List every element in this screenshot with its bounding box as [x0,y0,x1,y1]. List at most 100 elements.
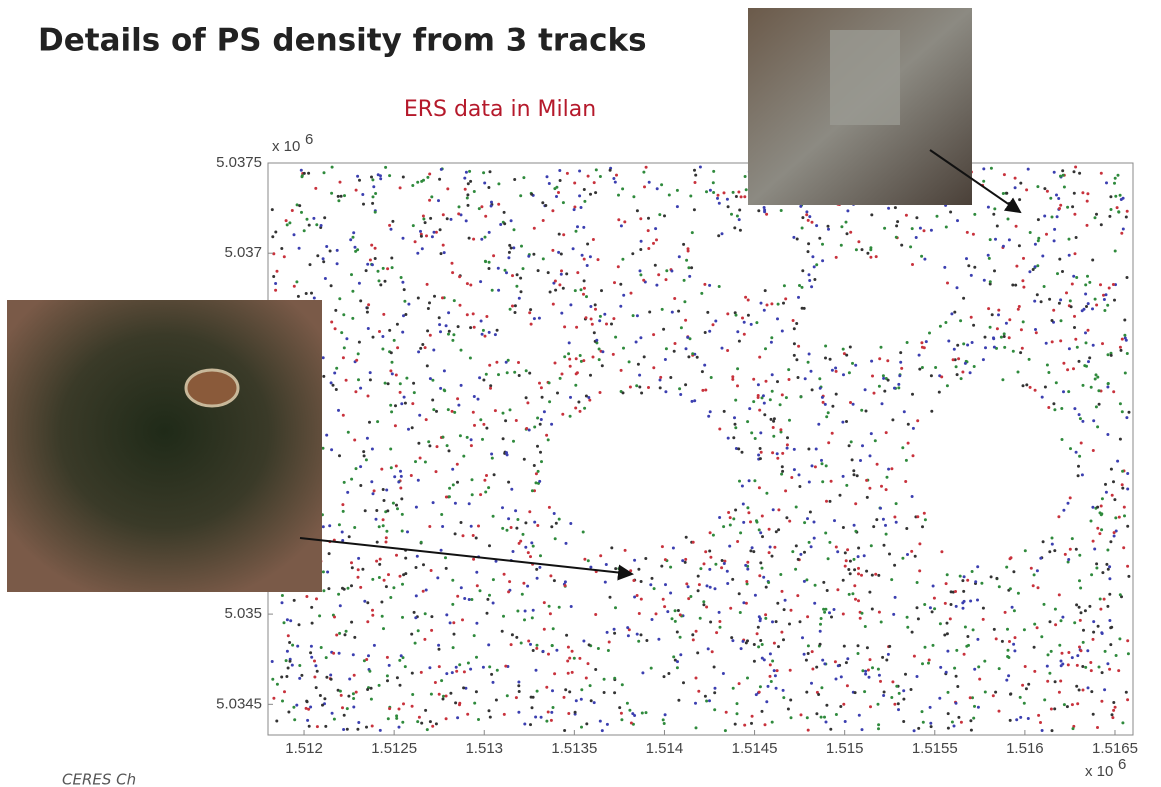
ps-point [879,507,882,510]
ps-point [771,620,774,623]
ps-point [372,336,375,339]
ps-point [936,215,939,218]
ps-point [671,617,674,620]
ps-point [843,645,846,648]
ps-point [939,325,942,328]
ps-point [923,512,926,515]
ps-point [747,511,750,514]
ps-point [772,426,775,429]
ps-point [854,598,857,601]
ps-point [1096,376,1099,379]
ps-point [445,672,448,675]
ps-point [1052,402,1055,405]
ps-point [307,172,310,175]
ps-point [614,567,617,570]
ps-point [1007,674,1010,677]
ps-point [571,650,574,653]
ps-point [322,356,325,359]
ps-point [1092,620,1095,623]
ps-point [990,575,993,578]
ps-point [961,371,964,374]
ps-point [442,695,445,698]
ps-point [371,609,374,612]
ps-point [492,681,495,684]
ps-point [614,606,617,609]
ps-point [1084,609,1087,612]
ps-point [315,597,318,600]
ps-point [576,271,579,274]
ps-point [619,283,622,286]
ps-point [960,721,963,724]
ps-point [993,346,996,349]
ps-point [412,224,415,227]
ps-point [1007,218,1010,221]
ps-point [1087,686,1090,689]
ps-point [718,620,721,623]
ps-point [1036,185,1039,188]
ps-point [445,324,448,327]
ps-point [940,375,943,378]
ps-point [760,302,763,305]
ps-point [797,558,800,561]
ps-point [516,518,519,521]
ps-point [887,379,890,382]
ps-point [984,691,987,694]
ps-point [621,258,624,261]
ps-point [884,524,887,527]
ps-point [897,708,900,711]
ps-point [371,578,374,581]
ps-point [301,174,304,177]
ps-point [696,651,699,654]
ps-point [359,586,362,589]
ps-point [1076,702,1079,705]
ps-point [564,688,567,691]
ps-point [1114,177,1117,180]
ps-point [322,257,325,260]
ps-point [742,521,745,524]
ps-point [744,564,747,567]
ps-point [994,691,997,694]
ps-point [882,374,885,377]
ps-point [430,195,433,198]
ps-point [892,613,895,616]
ps-point [414,460,417,463]
ps-point [965,645,968,648]
ps-point [1019,182,1022,185]
ps-point [759,639,762,642]
ps-point [1034,243,1037,246]
ps-point [765,586,768,589]
ps-point [962,297,965,300]
ps-point [798,284,801,287]
ps-point [885,533,888,536]
ps-point [723,410,726,413]
ps-point [736,367,739,370]
ps-point [366,688,369,691]
ps-point [554,362,557,365]
ps-point [1117,669,1120,672]
ps-point [393,475,396,478]
ps-point [562,233,565,236]
ps-point [568,690,571,693]
ps-point [1123,319,1126,322]
ps-point [534,716,537,719]
ps-point [987,254,990,257]
ps-point [1022,257,1025,260]
ps-point [1033,646,1036,649]
ps-point [497,373,500,376]
ps-point [763,658,766,661]
ps-point [379,729,382,732]
ps-point [754,437,757,440]
ps-point [970,729,973,732]
ps-point [1008,640,1011,643]
ps-point [524,610,527,613]
ps-point [477,525,480,528]
ps-point [585,295,588,298]
ps-point [989,326,992,329]
ps-point [923,229,926,232]
ps-point [551,209,554,212]
ps-point [805,691,808,694]
ps-point [1001,640,1004,643]
ps-point [1051,537,1054,540]
ps-point [391,361,394,364]
ps-point [938,697,941,700]
